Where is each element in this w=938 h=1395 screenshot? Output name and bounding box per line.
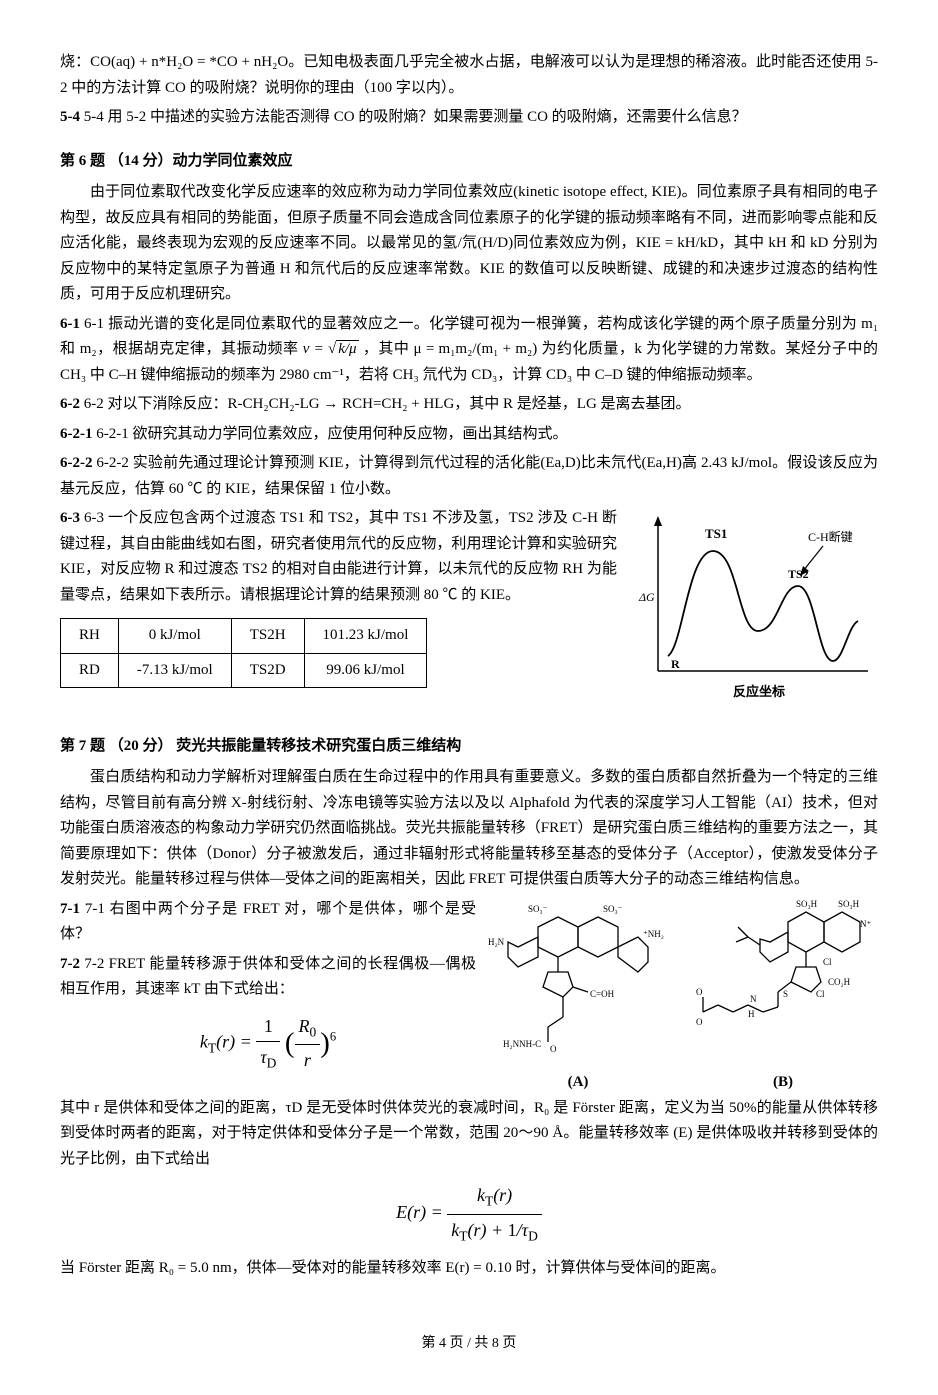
kie-table: RH 0 kJ/mol TS2H 101.23 kJ/mol RD -7.13 … (60, 618, 427, 688)
formula-e: E(r) = kT(r)kT(r) + 1/τD (60, 1180, 878, 1248)
svg-text:H₂NNH-C: H₂NNH-C (503, 1039, 541, 1049)
label-6-3: 6-3 (60, 510, 80, 526)
page-footer: 第 4 页 / 共 8 页 (60, 1332, 878, 1356)
q6-title: 第 6 题 （14 分）动力学同位素效应 (60, 149, 878, 175)
text-6-3: 6-3 一个反应包含两个过渡态 TS1 和 TS2，其中 TS1 不涉及氢，TS… (60, 510, 617, 603)
q6-2: 6-2 6-2 对以下消除反应：R-CH₂CH₂-LG → RCH=CH₂ + … (60, 392, 878, 418)
energy-diagram-icon: TS1 TS2 C-H断键 ΔG R 反应坐标 (633, 506, 878, 706)
svg-text:O: O (550, 1044, 557, 1054)
label-dg: ΔG (638, 590, 655, 604)
table-row: RD -7.13 kJ/mol TS2D 99.06 kJ/mol (61, 653, 427, 688)
label-6-1: 6-1 (60, 316, 80, 332)
text-5-4: 5-4 用 5-2 中描述的实验方法能否测得 CO 的吸附熵？如果需要测量 CO… (84, 109, 747, 125)
svg-text:N: N (750, 994, 757, 1004)
molecule-b: SO₃H SO₃H N⁺ Cl Cl CO₂H S N H O O (B) (688, 897, 878, 1096)
q6-intro: 由于同位素取代改变化学反应速率的效应称为动力学同位素效应(kinetic iso… (60, 180, 878, 308)
molecule-b-icon: SO₃H SO₃H N⁺ Cl Cl CO₂H S N H O O (688, 897, 878, 1057)
q6-2-2: 6-2-2 6-2-2 实验前先通过理论计算预测 KIE，计算得到氘代过程的活化… (60, 451, 878, 502)
cell-rh: RH (61, 619, 119, 654)
svg-text:Cl: Cl (823, 957, 832, 967)
label-ch-break: C-H断键 (808, 529, 853, 544)
q7-2a: 7-2 7-2 FRET 能量转移源于供体和受体之间的长程偶极—偶极相互作用，其… (60, 952, 476, 1003)
svg-text:SO₃H: SO₃H (796, 899, 818, 909)
q7-intro: 蛋白质结构和动力学解析对理解蛋白质在生命过程中的作用具有重要意义。多数的蛋白质都… (60, 765, 878, 893)
q7-1-right: SO₃⁻ SO₃⁻ H₂N ⁺NH₂ C=OH H₂NNH-C O (A) (488, 897, 878, 1096)
svg-text:SO₃⁻: SO₃⁻ (528, 904, 548, 914)
q6-3-row: 6-3 6-3 一个反应包含两个过渡态 TS1 和 TS2，其中 TS1 不涉及… (60, 506, 878, 716)
cell-ts2h: TS2H (231, 619, 304, 654)
svg-text:CO₂H: CO₂H (828, 977, 851, 987)
label-5-4: 5-4 (60, 109, 80, 125)
q7-1-row: 7-1 7-1 右图中两个分子是 FRET 对，哪个是供体，哪个是受体？ 7-2… (60, 897, 878, 1096)
table-row: RH 0 kJ/mol TS2H 101.23 kJ/mol (61, 619, 427, 654)
formula-kt: kT(r) = 1τD (R0r)6 (60, 1011, 476, 1076)
cell-rd: RD (61, 653, 119, 688)
q6-3: 6-3 6-3 一个反应包含两个过渡态 TS1 和 TS2，其中 TS1 不涉及… (60, 506, 617, 608)
text-7-2a: 7-2 FRET 能量转移源于供体和受体之间的长程偶极—偶极相互作用，其速率 k… (60, 956, 476, 998)
q7-1-left: 7-1 7-1 右图中两个分子是 FRET 对，哪个是供体，哪个是受体？ 7-2… (60, 897, 476, 1084)
svg-text:Cl: Cl (816, 989, 825, 999)
q7-1: 7-1 7-1 右图中两个分子是 FRET 对，哪个是供体，哪个是受体？ (60, 897, 476, 948)
svg-text:C=OH: C=OH (590, 989, 615, 999)
q6-3-left: 6-3 6-3 一个反应包含两个过渡态 TS1 和 TS2，其中 TS1 不涉及… (60, 506, 617, 698)
cell-ts2d: TS2D (231, 653, 304, 688)
q7-2b: 其中 r 是供体和受体之间的距离，τD 是无受体时供体荧光的衰减时间，R₀ 是 … (60, 1096, 878, 1173)
svg-text:O: O (696, 987, 703, 997)
cell-ts2d-val: 99.06 kJ/mol (304, 653, 427, 688)
label-6-2: 6-2 (60, 396, 80, 412)
svg-text:SO₃H: SO₃H (838, 899, 860, 909)
q7-2c: 当 Förster 距离 R₀ = 5.0 nm，供体—受体对的能量转移效率 E… (60, 1256, 878, 1282)
label-7-1: 7-1 (60, 901, 80, 917)
svg-text:H: H (748, 1009, 755, 1019)
label-ts1: TS1 (705, 526, 727, 541)
molecule-a: SO₃⁻ SO₃⁻ H₂N ⁺NH₂ C=OH H₂NNH-C O (A) (488, 897, 668, 1096)
q6-2-1: 6-2-1 6-2-1 欲研究其动力学同位素效应，应使用何种反应物，画出其结构式… (60, 422, 878, 448)
label-6-2-1: 6-2-1 (60, 426, 93, 442)
text-7-1: 7-1 右图中两个分子是 FRET 对，哪个是供体，哪个是受体？ (60, 901, 476, 943)
molecule-b-label: (B) (688, 1070, 878, 1096)
text-6-2-2: 6-2-2 实验前先通过理论计算预测 KIE，计算得到氘代过程的活化能(Ea,D… (60, 455, 878, 497)
svg-text:SO₃⁻: SO₃⁻ (603, 904, 623, 914)
molecule-a-icon: SO₃⁻ SO₃⁻ H₂N ⁺NH₂ C=OH H₂NNH-C O (488, 897, 668, 1057)
svg-text:N⁺: N⁺ (860, 919, 871, 929)
text-6-2-1: 6-2-1 欲研究其动力学同位素效应，应使用何种反应物，画出其结构式。 (96, 426, 567, 442)
svg-text:H₂N: H₂N (488, 937, 505, 947)
top-line-2: 5-4 5-4 用 5-2 中描述的实验方法能否测得 CO 的吸附熵？如果需要测… (60, 105, 878, 131)
svg-text:⁺NH₂: ⁺NH₂ (643, 929, 664, 939)
top-line-1: 烧：CO(aq) + n*H₂O = *CO + nH₂O。已知电极表面几乎完全… (60, 50, 878, 101)
q6-1: 6-1 6-1 振动光谱的变化是同位素取代的显著效应之一。化学键可视为一根弹簧，… (60, 312, 878, 389)
cell-rd-val: -7.13 kJ/mol (118, 653, 231, 688)
svg-text:S: S (783, 989, 788, 999)
label-7-2: 7-2 (60, 956, 80, 972)
cell-ts2h-val: 101.23 kJ/mol (304, 619, 427, 654)
cell-rh-val: 0 kJ/mol (118, 619, 231, 654)
q7-title: 第 7 题 （20 分） 荧光共振能量转移技术研究蛋白质三维结构 (60, 734, 878, 760)
label-xaxis: 反应坐标 (733, 684, 785, 699)
label-r: R (671, 657, 680, 671)
q6-3-diagram: TS1 TS2 C-H断键 ΔG R 反应坐标 (633, 506, 878, 716)
text-6-2: 6-2 对以下消除反应：R-CH₂CH₂-LG → RCH=CH₂ + HLG，… (84, 396, 691, 412)
label-6-2-2: 6-2-2 (60, 455, 93, 471)
formula-nu: ν = √k/μ (303, 340, 359, 357)
molecule-a-label: (A) (488, 1070, 668, 1096)
svg-text:O: O (696, 1017, 703, 1027)
